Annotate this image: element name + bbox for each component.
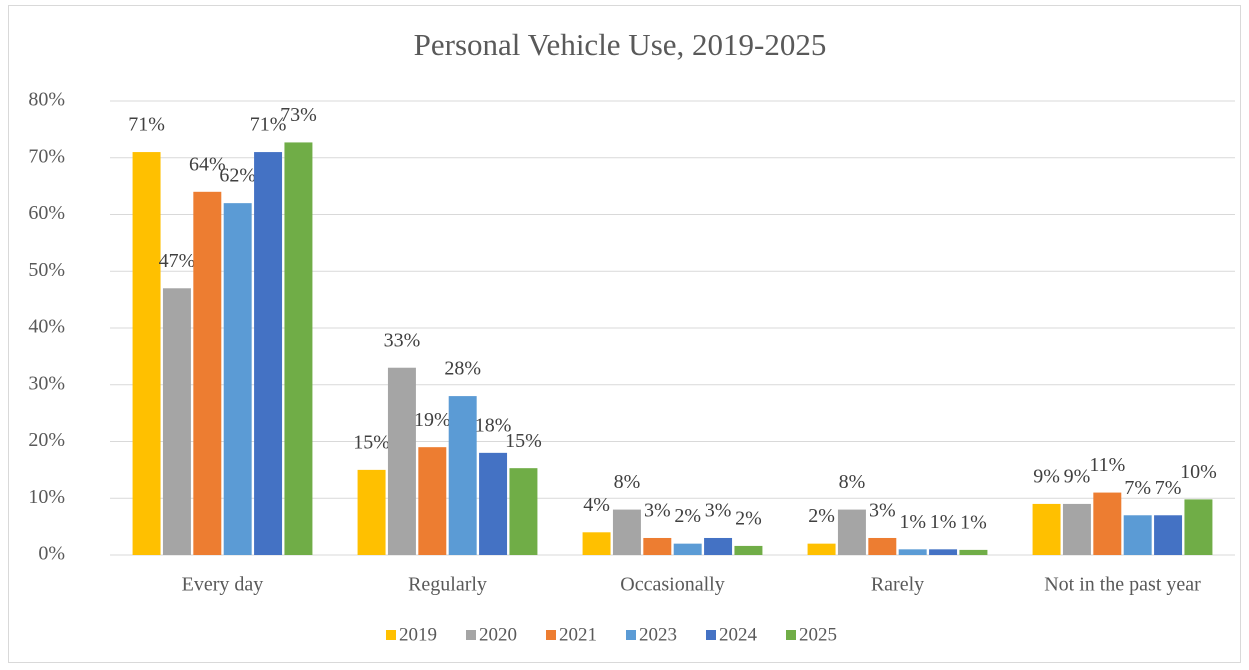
- bar: [612, 509, 641, 555]
- value-label: 1%: [899, 511, 926, 533]
- legend-label: 2023: [639, 624, 677, 645]
- value-label: 19%: [414, 409, 451, 431]
- bar: [582, 532, 611, 555]
- bar: [837, 509, 866, 555]
- bar: [1154, 515, 1183, 555]
- bar: [223, 203, 252, 555]
- legend-label: 2021: [559, 624, 597, 645]
- bar: [509, 468, 538, 555]
- y-tick-label: 60%: [28, 202, 65, 224]
- bar: [479, 452, 508, 555]
- value-label: 3%: [705, 500, 732, 522]
- value-label: 47%: [159, 250, 196, 272]
- y-tick-label: 80%: [28, 89, 65, 111]
- value-label: 64%: [189, 153, 226, 175]
- value-label: 62%: [219, 165, 256, 187]
- bar: [254, 152, 283, 555]
- bar: [734, 545, 763, 555]
- y-tick-label: 50%: [28, 259, 65, 281]
- value-label: 4%: [583, 494, 610, 516]
- y-tick-label: 0%: [38, 543, 65, 565]
- x-tick-label: Occasionally: [620, 574, 724, 596]
- value-label: 8%: [839, 471, 866, 493]
- bar: [387, 367, 416, 555]
- bar: [704, 537, 733, 555]
- value-label: 2%: [674, 505, 701, 527]
- legend-label: 2020: [479, 624, 517, 645]
- bar: [418, 447, 447, 555]
- bar: [193, 191, 222, 556]
- value-label: 2%: [808, 505, 835, 527]
- x-tick-label: Rarely: [871, 574, 924, 596]
- value-label: 3%: [644, 500, 671, 522]
- bar: [132, 152, 161, 555]
- value-label: 15%: [353, 431, 390, 453]
- value-label: 1%: [930, 511, 957, 533]
- value-label: 28%: [444, 358, 481, 380]
- value-label: 11%: [1089, 454, 1125, 476]
- bar: [1184, 499, 1213, 555]
- value-label: 1%: [960, 511, 987, 533]
- value-label: 3%: [869, 500, 896, 522]
- bar: [898, 549, 927, 555]
- legend-label: 2024: [719, 624, 758, 645]
- legend-label: 2025: [799, 624, 837, 645]
- bar: [448, 396, 477, 555]
- y-tick-label: 40%: [28, 316, 65, 338]
- y-tick-label: 30%: [28, 372, 65, 394]
- bar: [807, 543, 836, 555]
- bar: [1032, 503, 1061, 555]
- value-label: 33%: [384, 329, 421, 351]
- bar: [868, 537, 897, 555]
- value-label: 9%: [1033, 466, 1060, 488]
- value-label: 71%: [250, 114, 287, 136]
- bar: [284, 142, 313, 556]
- bar: [929, 549, 958, 555]
- legend-swatch: [546, 630, 556, 640]
- bar: [673, 543, 702, 555]
- y-tick-label: 20%: [28, 429, 65, 451]
- value-label: 18%: [475, 414, 512, 436]
- value-label: 2%: [735, 508, 762, 530]
- bar: [162, 288, 191, 555]
- value-label: 9%: [1064, 466, 1091, 488]
- y-tick-label: 70%: [28, 145, 65, 167]
- legend-swatch: [626, 630, 636, 640]
- value-label: 8%: [614, 471, 641, 493]
- value-label: 10%: [1180, 461, 1217, 483]
- bar: [643, 537, 672, 555]
- chart-frame: [8, 5, 1241, 663]
- value-label: 7%: [1155, 477, 1182, 499]
- legend-swatch: [386, 630, 396, 640]
- value-label: 73%: [280, 104, 317, 126]
- legend-swatch: [466, 630, 476, 640]
- x-tick-label: Not in the past year: [1044, 574, 1201, 596]
- legend-swatch: [786, 630, 796, 640]
- bar: [1062, 503, 1091, 555]
- x-tick-label: Regularly: [408, 574, 487, 596]
- bar: [959, 549, 988, 555]
- legend-label: 2019: [399, 624, 437, 645]
- legend-swatch: [706, 630, 716, 640]
- value-label: 7%: [1124, 477, 1151, 499]
- x-tick-label: Every day: [182, 574, 264, 596]
- bar: [357, 469, 386, 555]
- value-label: 71%: [128, 114, 165, 136]
- chart-title: Personal Vehicle Use, 2019-2025: [414, 27, 827, 62]
- y-tick-label: 10%: [28, 486, 65, 508]
- value-label: 15%: [505, 430, 542, 452]
- bar: [1123, 515, 1152, 555]
- bar: [1093, 492, 1122, 555]
